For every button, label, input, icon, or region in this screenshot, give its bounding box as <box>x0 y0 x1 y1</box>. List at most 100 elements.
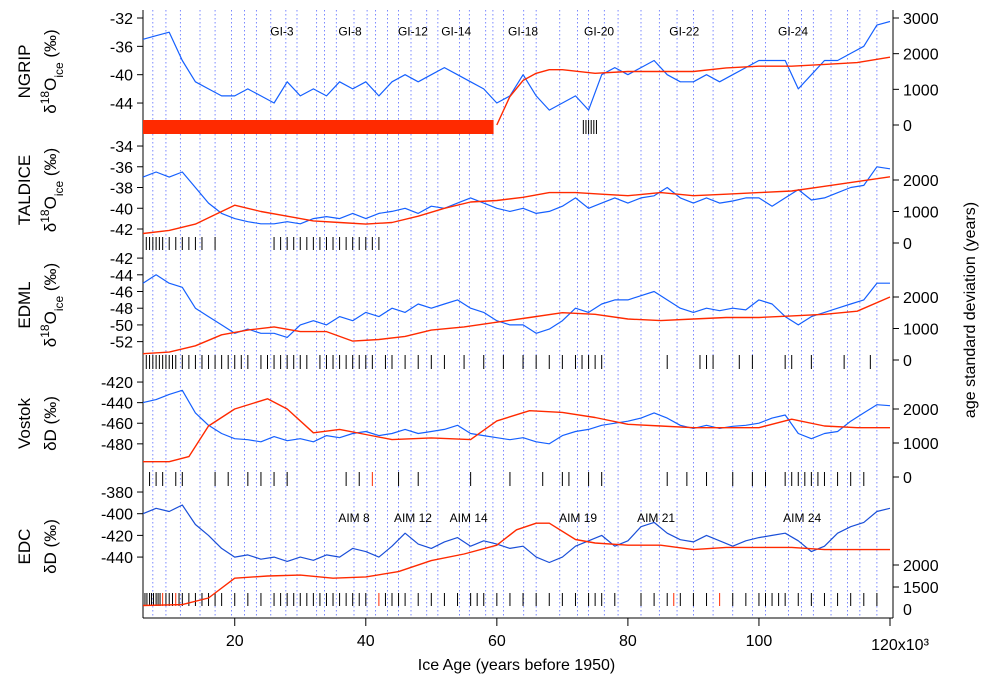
y-axis-label-part: O <box>41 311 60 324</box>
age-uncertainty-line <box>142 522 890 607</box>
y-axis-label: EDML <box>15 281 34 328</box>
y-axis-label-part: O <box>41 78 60 91</box>
y-tick-label: -460 <box>101 416 133 433</box>
y-axis-label: δD (‰) <box>41 396 60 451</box>
x-tick-label: 40 <box>357 633 375 650</box>
y-tick-label: -32 <box>110 11 133 28</box>
y2-tick-label: 1500 <box>903 580 939 597</box>
y-tick-label: -34 <box>110 139 133 156</box>
tie-span <box>143 120 494 134</box>
y2-tick-label: 2000 <box>903 47 939 64</box>
y2-tick-label: 0 <box>903 470 912 487</box>
y2-tick-label: 2000 <box>903 173 939 190</box>
isotope-line <box>142 274 890 338</box>
x-tick-label: 60 <box>488 633 506 650</box>
y2-tick-label: 0 <box>903 353 912 370</box>
event-annotation: GI-24 <box>778 25 808 39</box>
y-tick-label: -44 <box>110 268 133 285</box>
isotope-line <box>142 504 891 564</box>
y-axis-label-part: (‰) <box>41 148 60 181</box>
x-axis-label: Ice Age (years before 1950) <box>418 657 615 674</box>
y-axis-label-part: O <box>41 196 60 209</box>
event-annotation: AIM 21 <box>637 511 675 525</box>
y-tick-label: -420 <box>101 528 133 545</box>
y-axis-label: Vostok <box>15 397 34 449</box>
y-tick-label: -46 <box>110 285 133 302</box>
y-axis-label-part: δ <box>41 338 60 347</box>
y-axis-label: TALDICE <box>15 155 34 226</box>
y-axis-label-part: 18 <box>38 209 52 223</box>
event-annotation: AIM 24 <box>783 511 821 525</box>
y2-tick-label: 3000 <box>903 11 939 28</box>
y-axis-label-part: (‰) <box>41 29 60 62</box>
y-tick-label: -400 <box>101 507 133 524</box>
age-uncertainty-line <box>142 176 891 235</box>
event-annotation: AIM 14 <box>450 511 488 525</box>
y-axis-label-part: δ <box>41 223 60 232</box>
y-axis-label: δ18Oice (‰) <box>38 29 66 113</box>
y-tick-label: -42 <box>110 222 133 239</box>
isotope-line <box>142 166 891 225</box>
y-tick-label: -40 <box>110 201 133 218</box>
isotope-line <box>142 20 891 111</box>
y2-tick-label: 0 <box>903 118 912 135</box>
y2-floor-label: 0 <box>903 602 912 619</box>
y-tick-label: -50 <box>110 318 133 335</box>
y-axis-label-part: (‰) <box>41 263 60 296</box>
y-tick-label: -420 <box>101 375 133 392</box>
y-tick-label: -52 <box>110 335 133 352</box>
y-tick-label: -380 <box>101 485 133 502</box>
event-annotation: GI-22 <box>669 25 699 39</box>
y2-tick-label: 1000 <box>903 204 939 221</box>
y2-axis-label: age standard deviation (years) <box>962 202 979 418</box>
y-axis-label-part: Vostok <box>15 397 34 449</box>
x-tick-label: 100 <box>746 633 773 650</box>
y-tick-label: -480 <box>101 437 133 454</box>
y-axis-label-part: ice <box>52 62 66 78</box>
y-axis-label-part: δD (‰) <box>41 519 60 574</box>
event-annotation: GI-20 <box>584 25 614 39</box>
x-tick-label: 80 <box>619 633 637 650</box>
y-tick-label: -40 <box>110 68 133 85</box>
y-axis-label: δ18Oice (‰) <box>38 148 66 232</box>
y-axis-label: NGRIP <box>15 45 34 99</box>
event-annotation: GI-18 <box>508 25 538 39</box>
y-axis-label-part: 18 <box>38 91 52 105</box>
y-tick-label: -36 <box>110 160 133 177</box>
y2-tick-label: 2000 <box>903 290 939 307</box>
event-annotation: AIM 8 <box>338 511 370 525</box>
y2-tick-label: 0 <box>903 236 912 253</box>
y2-tick-label: 2000 <box>903 558 939 575</box>
event-annotation: AIM 19 <box>559 511 597 525</box>
event-annotation: GI-14 <box>441 25 471 39</box>
y-axis-label-part: EDML <box>15 281 34 328</box>
y-axis-label: δ18Oice (‰) <box>38 263 66 347</box>
event-annotation: GI-3 <box>270 25 294 39</box>
y-tick-label: -44 <box>110 96 133 113</box>
y-axis-label-part: ice <box>52 295 66 311</box>
y-tick-label: -38 <box>110 181 133 198</box>
age-uncertainty-line <box>496 56 891 126</box>
y-axis-label: δD (‰) <box>41 519 60 574</box>
y-tick-label: -36 <box>110 39 133 56</box>
age-uncertainty-line <box>143 398 890 463</box>
y-axis-label-part: NGRIP <box>15 45 34 99</box>
y-axis-label-part: 18 <box>38 324 52 338</box>
event-annotation: AIM 12 <box>394 511 432 525</box>
isotope-line <box>142 389 891 445</box>
age-uncertainty-line <box>142 296 891 355</box>
event-annotation: GI-8 <box>338 25 362 39</box>
y-tick-label: -440 <box>101 396 133 413</box>
y-tick-label: -48 <box>110 301 133 318</box>
y-axis-label-part: TALDICE <box>15 155 34 226</box>
y-axis-label-part: δD (‰) <box>41 396 60 451</box>
y-axis-label-part: ice <box>52 180 66 196</box>
x-tick-label: 20 <box>226 633 244 650</box>
y-axis-label-part: δ <box>41 104 60 113</box>
y2-tick-label: 1000 <box>903 436 939 453</box>
y2-tick-label: 1000 <box>903 321 939 338</box>
x-tick-label: 120x10³ <box>871 637 929 654</box>
event-annotation: GI-12 <box>398 25 428 39</box>
y2-tick-label: 1000 <box>903 82 939 99</box>
